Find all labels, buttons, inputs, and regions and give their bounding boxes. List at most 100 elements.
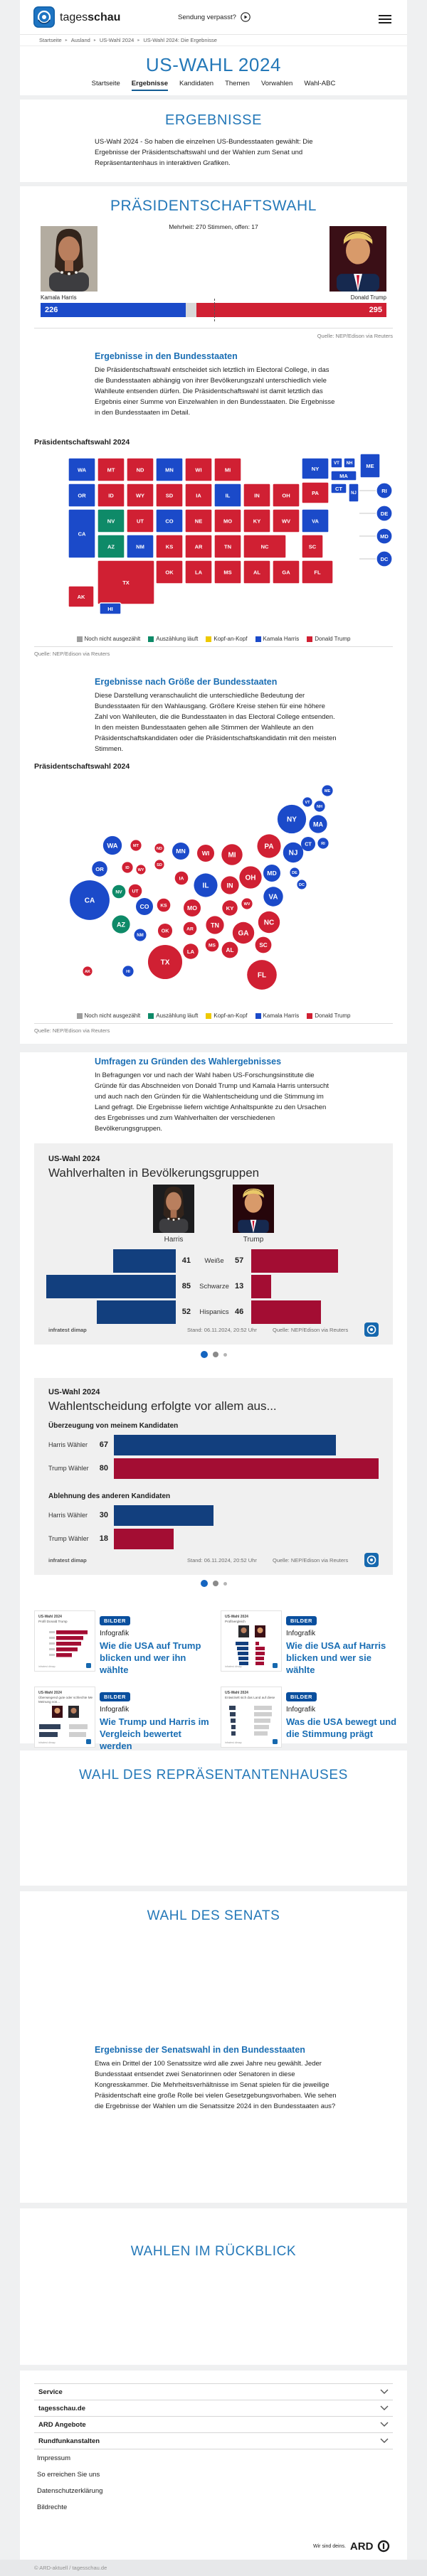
state-TN[interactable]: TN	[214, 534, 242, 559]
footer-accordion-service[interactable]: Service	[34, 2383, 393, 2400]
bubble-DC[interactable]: DC	[297, 880, 307, 889]
bubble-DE[interactable]: DE	[290, 867, 300, 877]
state-MN[interactable]: MN	[155, 457, 184, 482]
bubble-AR[interactable]: AR	[183, 921, 197, 936]
state-FL[interactable]: FL	[301, 560, 334, 584]
state-CO[interactable]: CO	[155, 508, 184, 533]
bubble-OH[interactable]: OH	[239, 866, 262, 889]
state-NV[interactable]: NV	[97, 508, 125, 533]
state-WY[interactable]: WY	[126, 483, 154, 508]
state-MT[interactable]: MT	[97, 457, 125, 482]
us-choropleth-map[interactable]: WA MT ND MN WI MI NY VT NH ME MA CT NJ OR ID WY SD IA IL IN…	[0, 451, 427, 621]
state-AL[interactable]: AL	[243, 560, 271, 584]
bubble-IA[interactable]: IA	[174, 871, 189, 885]
tagesschau-logo-icon[interactable]	[33, 6, 55, 28]
state-WA[interactable]: WA	[68, 457, 96, 482]
state-UT[interactable]: UT	[126, 508, 154, 533]
tab-themen[interactable]: Themen	[225, 80, 250, 87]
bubble-AZ[interactable]: AZ	[112, 915, 130, 934]
state-CT[interactable]: CT	[330, 483, 347, 494]
state-VA[interactable]: VA	[301, 508, 330, 533]
infographic-wahlverhalten[interactable]: US-Wahl 2024 Wahlverhalten in Bevölkerun…	[34, 1143, 393, 1345]
state-PA[interactable]: PA	[301, 481, 330, 504]
state-MO[interactable]: MO	[214, 508, 242, 533]
tab-vorwahlen[interactable]: Vorwahlen	[260, 80, 293, 87]
carousel-dot-3[interactable]	[223, 1581, 227, 1586]
groesse-heading[interactable]: Ergebnisse nach Größe der Bundesstaaten	[95, 677, 278, 687]
carousel-dot-1[interactable]	[200, 1351, 208, 1358]
bubble-IL[interactable]: IL	[194, 873, 218, 897]
bubble-NC[interactable]: NC	[258, 911, 280, 934]
bubble-SD[interactable]: SD	[154, 860, 164, 870]
bundesstaaten-heading[interactable]: Ergebnisse in den Bundesstaaten	[95, 351, 238, 361]
carousel-dot-2[interactable]	[212, 1581, 218, 1586]
carousel-dot-2[interactable]	[212, 1352, 218, 1357]
state-TX[interactable]: TX	[97, 560, 155, 605]
bubble-MD[interactable]: MD	[263, 864, 281, 882]
state-HI[interactable]: HI	[99, 602, 122, 615]
state-NY[interactable]: NY	[301, 457, 330, 480]
tab-wahl-abc[interactable]: Wahl-ABC	[304, 80, 336, 87]
state-SC[interactable]: SC	[301, 534, 324, 559]
missed-show-link[interactable]: Sendung verpasst?	[178, 12, 251, 22]
bubble-ND[interactable]: ND	[154, 843, 164, 853]
bubble-CA[interactable]: CA	[70, 880, 110, 920]
bubble-SC[interactable]: SC	[255, 936, 272, 953]
menu-icon[interactable]	[379, 13, 391, 26]
state-OK[interactable]: OK	[155, 560, 184, 584]
bubble-MN[interactable]: MN	[172, 842, 190, 860]
state-ME[interactable]: ME	[359, 453, 381, 479]
bubble-KS[interactable]: KS	[157, 898, 171, 912]
teaser-thumbnail[interactable]: US-Wahl 2024 Überwiegend gute oder schlec…	[34, 1687, 95, 1748]
tab-kandidaten[interactable]: Kandidaten	[179, 80, 214, 87]
bubble-TX[interactable]: TX	[147, 944, 183, 980]
carousel-dot-1[interactable]	[200, 1580, 208, 1587]
bubble-MO[interactable]: MO	[183, 899, 201, 917]
electoral-college-bar[interactable]: 226 295	[41, 303, 386, 317]
state-NC[interactable]: NC	[243, 534, 287, 559]
teaser-title[interactable]: Wie Trump und Harris im Vergleich bewert…	[100, 1716, 209, 1751]
footer-link-soerreichensieuns[interactable]: So erreichen Sie uns	[37, 2471, 100, 2479]
state-CA[interactable]: CA	[68, 508, 96, 559]
state-IL[interactable]: IL	[214, 483, 242, 508]
bubble-GA[interactable]: GA	[232, 921, 255, 944]
umfragen-heading[interactable]: Umfragen zu Gründen des Wahlergebnisses	[95, 1057, 282, 1067]
footer-link-bildrechte[interactable]: Bildrechte	[37, 2503, 68, 2511]
state-VT[interactable]: VT	[330, 457, 343, 469]
bubble-AL[interactable]: AL	[221, 941, 238, 958]
state-DE[interactable]: DE	[376, 505, 393, 522]
state-NE[interactable]: NE	[184, 508, 213, 533]
bubble-VA[interactable]: VA	[263, 887, 283, 907]
state-NM[interactable]: NM	[126, 534, 154, 559]
state-ND[interactable]: ND	[126, 457, 154, 482]
bubble-NV[interactable]: NV	[112, 885, 126, 899]
bubble-AK[interactable]: AK	[83, 966, 93, 976]
state-MA[interactable]: MA	[330, 470, 357, 481]
state-GA[interactable]: GA	[272, 560, 300, 584]
bubble-LA[interactable]: LA	[183, 944, 199, 959]
bubble-MT[interactable]: MT	[130, 840, 142, 851]
bubble-WI[interactable]: WI	[196, 844, 215, 862]
bubble-OR[interactable]: OR	[92, 861, 107, 877]
state-AR[interactable]: AR	[184, 534, 213, 559]
state-MD[interactable]: MD	[376, 528, 393, 545]
bubble-IN[interactable]: IN	[221, 876, 239, 894]
bubble-WV[interactable]: WV	[241, 898, 253, 909]
bubble-OK[interactable]: OK	[157, 923, 173, 939]
bubble-MI[interactable]: MI	[221, 844, 243, 865]
state-DC[interactable]: DC	[376, 550, 393, 567]
bubble-NY[interactable]: NY	[277, 804, 307, 834]
state-NJ[interactable]: NJ	[348, 483, 359, 503]
bubble-NJ[interactable]: NJ	[283, 842, 304, 863]
bubble-VT[interactable]: VT	[302, 797, 312, 807]
bubble-WY[interactable]: WY	[136, 865, 146, 875]
footer-accordion-tagesschaude[interactable]: tagesschau.de	[34, 2400, 393, 2416]
bubble-KY[interactable]: KY	[222, 900, 238, 916]
bubble-MA[interactable]: MA	[309, 815, 327, 833]
footer-accordion-rundfunkanstalten[interactable]: Rundfunkanstalten	[34, 2432, 393, 2449]
bubble-WA[interactable]: WA	[102, 835, 122, 855]
bubble-PA[interactable]: PA	[257, 834, 281, 858]
state-AK[interactable]: AK	[68, 585, 95, 608]
teaser-title[interactable]: Wie die USA auf Harris blicken und wer s…	[286, 1640, 386, 1675]
state-OH[interactable]: OH	[272, 483, 300, 508]
